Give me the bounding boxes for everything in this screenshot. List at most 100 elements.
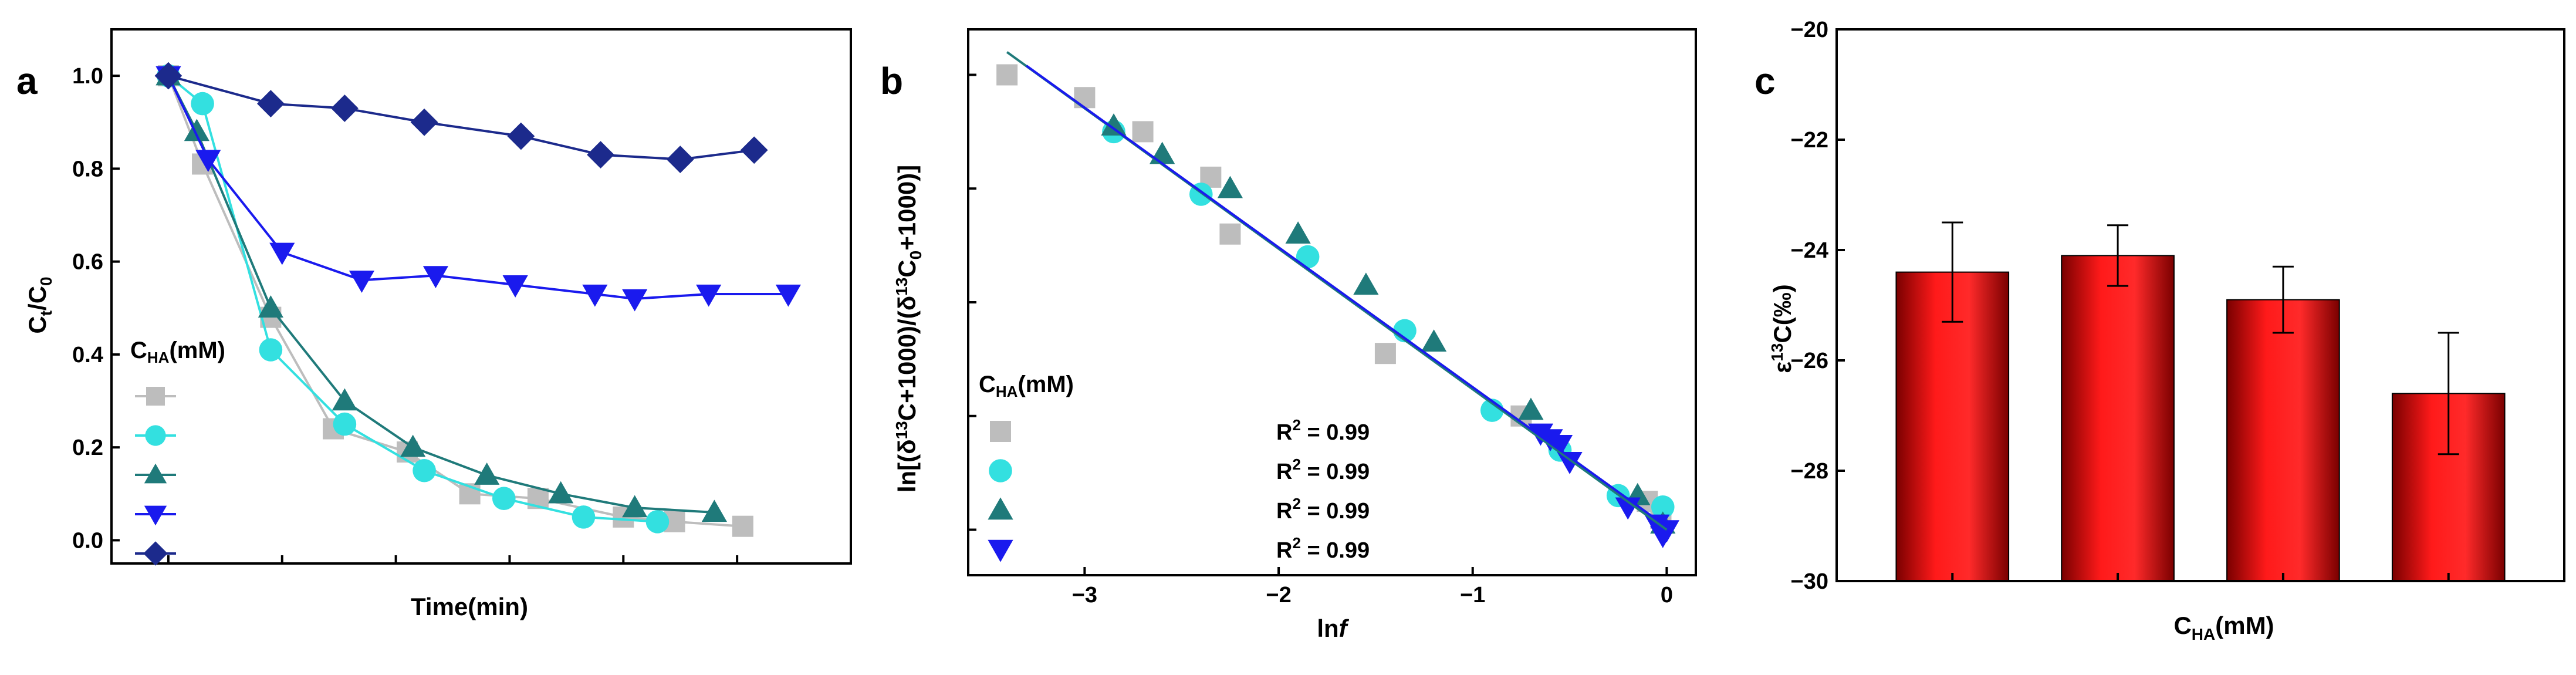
- panel-a-point: [666, 146, 694, 173]
- panel-a-legend-marker: [146, 387, 165, 406]
- panel-b-point: [1518, 397, 1544, 420]
- panel-c-ytick-label: −26: [1791, 349, 1828, 373]
- panel-a-point: [502, 275, 528, 298]
- panel-a-point: [701, 500, 727, 522]
- panel-a-legend-title: CHA(mM): [130, 338, 225, 366]
- panel-a-letter: a: [16, 60, 38, 102]
- panel-a-point: [195, 150, 221, 173]
- panel-a-point: [154, 62, 182, 90]
- panel-a-point: [258, 295, 283, 318]
- panel-b-point: [1150, 141, 1175, 164]
- panel-a-point: [587, 141, 614, 169]
- panel-b-xtick-label: 0: [1661, 583, 1673, 608]
- panel-b-legend-r2: R2 = 0.99: [1276, 495, 1370, 524]
- panel-a-ytick-label: 0.4: [72, 343, 103, 367]
- panel-a-point: [572, 505, 596, 529]
- panel-c-ytick-label: −28: [1791, 459, 1828, 484]
- panel-a-point: [256, 90, 285, 118]
- panel-a-point: [413, 458, 436, 482]
- panel-b-legend-marker: [988, 539, 1013, 562]
- panel-b-point: [1353, 272, 1379, 295]
- panel-a-legend-marker: [145, 425, 166, 446]
- panel-a-series-line: [167, 75, 789, 300]
- panel-b-point: [996, 64, 1018, 86]
- panel-b-legend-title: CHA(mM): [979, 372, 1074, 400]
- panel-a-ylabel: Ct/C0: [23, 276, 55, 333]
- panel-a-point: [332, 388, 357, 411]
- panel-a-point: [582, 284, 608, 307]
- panel-b-frame: [967, 28, 1697, 576]
- panel-b-point: [1217, 176, 1243, 198]
- panel-a-series-line: [168, 75, 755, 161]
- panel-a-series-line: [167, 75, 743, 528]
- panel-b-legend-r2: R2 = 0.99: [1276, 455, 1370, 484]
- panel-a-point: [740, 136, 768, 164]
- panel-b-point: [1074, 87, 1096, 109]
- panel-b-letter: b: [880, 60, 903, 102]
- panel-c-bar: [2061, 255, 2175, 582]
- panel-a-point: [349, 271, 375, 293]
- panel-a-point: [732, 515, 753, 537]
- panel-a-point: [492, 487, 516, 511]
- panel-a-point: [191, 92, 214, 116]
- panel-a-xlabel: Time(min): [411, 593, 528, 620]
- panel-b-legend-marker: [988, 497, 1013, 520]
- panel-a-point: [645, 509, 670, 534]
- panel-a: a 0.0 0.2 0.4 0.6 0.8 1.0 Time(min) Ct/C0 CHA…: [16, 28, 852, 620]
- panel-a-ytick-label: 0.6: [72, 250, 103, 275]
- panel-c-bar: [2226, 299, 2340, 582]
- panel-a-point: [410, 108, 438, 136]
- panel-b: b −3 −2 −1 0 lnf ln[(δ13C+1000)/(δ13C0+1000…: [880, 28, 1697, 642]
- panel-a-point: [622, 495, 648, 518]
- panel-b-point: [1537, 429, 1563, 452]
- panel-b-point: [1421, 329, 1447, 352]
- panel-b-xlabel: lnf: [1317, 615, 1349, 642]
- panel-b-xtick-label: −3: [1072, 583, 1097, 608]
- panel-a-frame: [110, 28, 852, 565]
- panel-b-legend-r2: R2 = 0.99: [1276, 416, 1370, 445]
- panel-b-point: [1547, 434, 1573, 457]
- panel-c-ytick-label: −22: [1791, 128, 1828, 153]
- panel-a-point: [184, 119, 209, 141]
- panel-c-ytick-label: −30: [1791, 569, 1828, 594]
- panel-a-point: [775, 284, 801, 307]
- panel-b-point: [1132, 121, 1154, 143]
- panel-a-point: [622, 289, 648, 312]
- panel-b-point: [1101, 113, 1127, 136]
- panel-b-point: [1651, 495, 1675, 519]
- panel-a-legend-marker: [143, 541, 168, 566]
- panel-a-ytick-label: 0.2: [72, 436, 103, 460]
- panel-a-ytick-label: 1.0: [72, 64, 103, 89]
- panel-b-point: [1285, 221, 1311, 244]
- panel-b-xtick-label: −2: [1266, 583, 1291, 608]
- panel-b-point: [1557, 452, 1583, 474]
- panel-c-plot: −30 −28 −26 −24 −22 −20: [1791, 18, 2565, 594]
- panel-b-legend-marker: [989, 459, 1012, 482]
- panel-a-series-line: [167, 75, 658, 523]
- panel-a-ytick-label: 0.0: [72, 528, 103, 553]
- panel-c-frame: [1835, 28, 2565, 582]
- panel-a-plot: 0.0 0.2 0.4 0.6 0.8 1.0: [72, 28, 852, 565]
- panel-b-point: [1650, 525, 1676, 548]
- panel-c: c −30 −28 −26 −24 −22 −20 CHA(mM) ε13C(‰): [1754, 18, 2565, 643]
- panel-a-point: [422, 266, 449, 288]
- panel-b-point: [1296, 245, 1320, 269]
- panel-b-ylabel: ln[(δ13C+1000)/(δ13C0+1000)]: [893, 165, 925, 492]
- panel-b-xtick-label: −1: [1460, 583, 1485, 608]
- panel-a-point: [333, 412, 357, 436]
- panel-a-point: [548, 481, 574, 504]
- panel-c-bar: [1895, 271, 2010, 582]
- panel-a-legend: CHA(mM): [130, 338, 225, 566]
- panel-c-ytick-label: −24: [1791, 238, 1828, 263]
- panel-a-point: [474, 463, 500, 485]
- panel-a-legend-marker: [144, 463, 167, 484]
- panel-b-plot: −3 −2 −1 0: [967, 28, 1697, 608]
- panel-b-fit-line-50: [1026, 65, 1668, 528]
- panel-b-point: [1374, 343, 1396, 365]
- panel-a-legend-marker: [144, 505, 167, 526]
- panel-b-point: [1219, 223, 1241, 245]
- panel-c-ytick-label: −20: [1791, 18, 1828, 42]
- panel-a-point: [330, 95, 359, 122]
- panel-a-ytick-label: 0.8: [72, 157, 103, 181]
